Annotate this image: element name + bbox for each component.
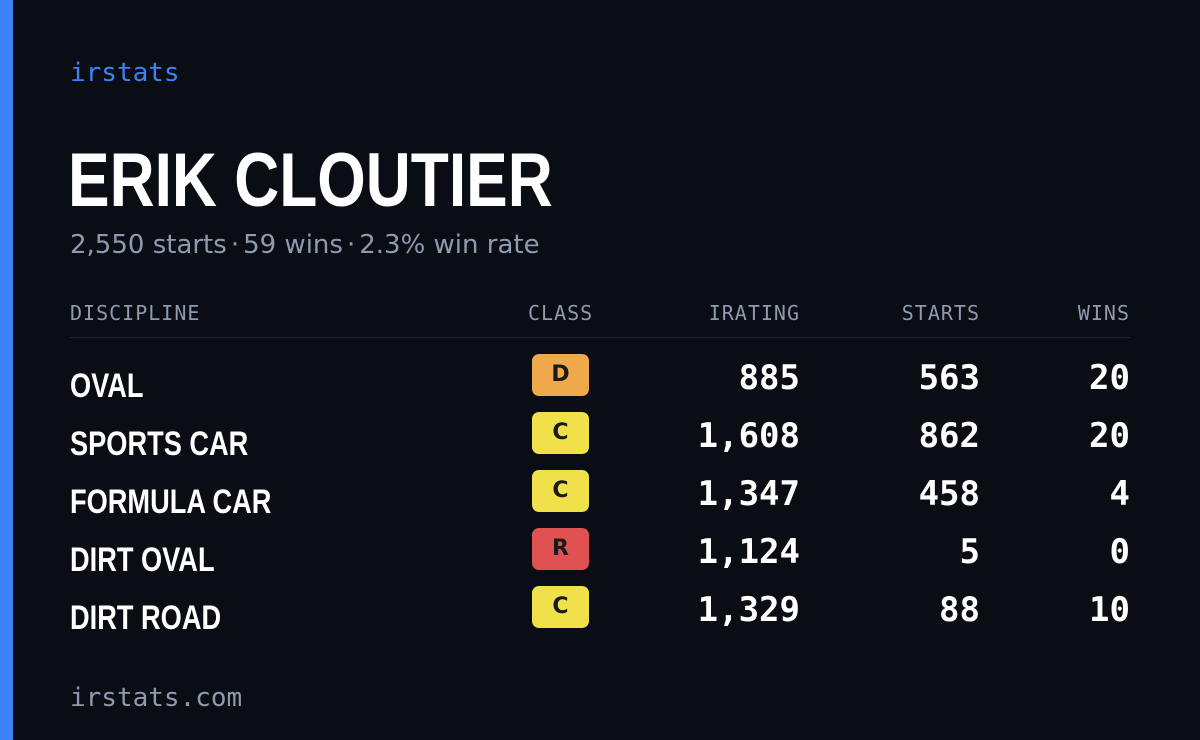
row-discipline: SPORTS CAR: [70, 425, 249, 463]
row-wins: 0: [1109, 532, 1130, 572]
row-discipline: DIRT OVAL: [70, 541, 215, 579]
row-irating: 1,329: [697, 590, 800, 630]
table-row: SPORTS CAR C 1,608 862 20: [70, 410, 1130, 468]
table-row: FORMULA CAR C 1,347 458 4: [70, 468, 1130, 526]
table-row: OVAL D 885 563 20: [70, 352, 1130, 410]
header-discipline: DISCIPLINE: [70, 301, 201, 325]
class-badge: C: [532, 412, 589, 454]
header-class: CLASS: [528, 301, 594, 325]
row-wins: 10: [1089, 590, 1130, 630]
row-starts: 458: [918, 474, 980, 514]
class-badge: C: [532, 470, 589, 512]
stats-table: OVAL D 885 563 20 SPORTS CAR C 1,608 862…: [70, 352, 1130, 642]
row-wins: 20: [1089, 416, 1130, 456]
row-starts: 5: [959, 532, 980, 572]
driver-summary: 2,550 starts · 59 wins · 2.3% win rate: [70, 226, 540, 264]
class-badge: R: [532, 528, 589, 570]
row-discipline: DIRT ROAD: [70, 599, 222, 637]
row-irating: 1,124: [697, 532, 800, 572]
row-irating: 1,347: [697, 474, 800, 514]
summary-separator: ·: [346, 230, 356, 260]
driver-name: ERIK CLOUTIER: [68, 138, 553, 223]
table-row: DIRT OVAL R 1,124 5 0: [70, 526, 1130, 584]
header-starts: STARTS: [901, 301, 980, 325]
row-wins: 20: [1089, 358, 1130, 398]
class-badge: C: [532, 586, 589, 628]
win-rate: 2.3% win rate: [359, 230, 540, 260]
brand-logo: irstats: [70, 58, 180, 88]
total-starts: 2,550 starts: [70, 230, 227, 260]
accent-bar: [0, 0, 13, 740]
row-wins: 4: [1109, 474, 1130, 514]
row-discipline: OVAL: [70, 367, 144, 405]
row-starts: 88: [939, 590, 980, 630]
row-irating: 885: [738, 358, 800, 398]
header-irating: IRATING: [708, 301, 800, 325]
row-starts: 563: [918, 358, 980, 398]
row-starts: 862: [918, 416, 980, 456]
header-wins: WINS: [1077, 301, 1130, 325]
table-row: DIRT ROAD C 1,329 88 10: [70, 584, 1130, 642]
row-discipline: FORMULA CAR: [70, 483, 272, 521]
header-divider: [70, 337, 1130, 338]
class-badge: D: [532, 354, 589, 396]
footer-url: irstats.com: [70, 683, 243, 713]
table-header: DISCIPLINE CLASS IRATING STARTS WINS: [70, 298, 1130, 328]
summary-separator: ·: [230, 230, 240, 260]
row-irating: 1,608: [697, 416, 800, 456]
total-wins: 59 wins: [243, 230, 343, 260]
